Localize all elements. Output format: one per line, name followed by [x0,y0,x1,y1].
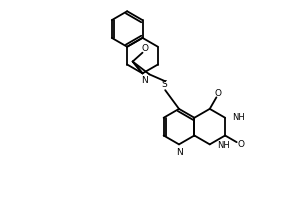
Text: N: N [141,76,148,85]
Text: O: O [215,89,222,98]
Text: O: O [237,140,244,149]
Text: NH: NH [232,113,245,122]
Text: NH: NH [217,141,230,150]
Text: S: S [161,80,167,89]
Text: N: N [176,148,182,157]
Text: O: O [142,44,149,53]
